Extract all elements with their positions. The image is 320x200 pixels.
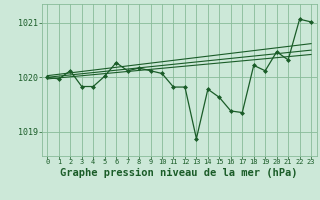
X-axis label: Graphe pression niveau de la mer (hPa): Graphe pression niveau de la mer (hPa): [60, 168, 298, 178]
